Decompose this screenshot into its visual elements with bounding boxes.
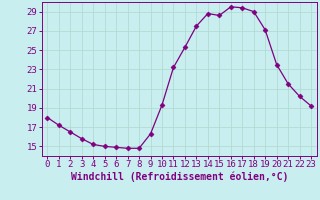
X-axis label: Windchill (Refroidissement éolien,°C): Windchill (Refroidissement éolien,°C) xyxy=(70,172,288,182)
